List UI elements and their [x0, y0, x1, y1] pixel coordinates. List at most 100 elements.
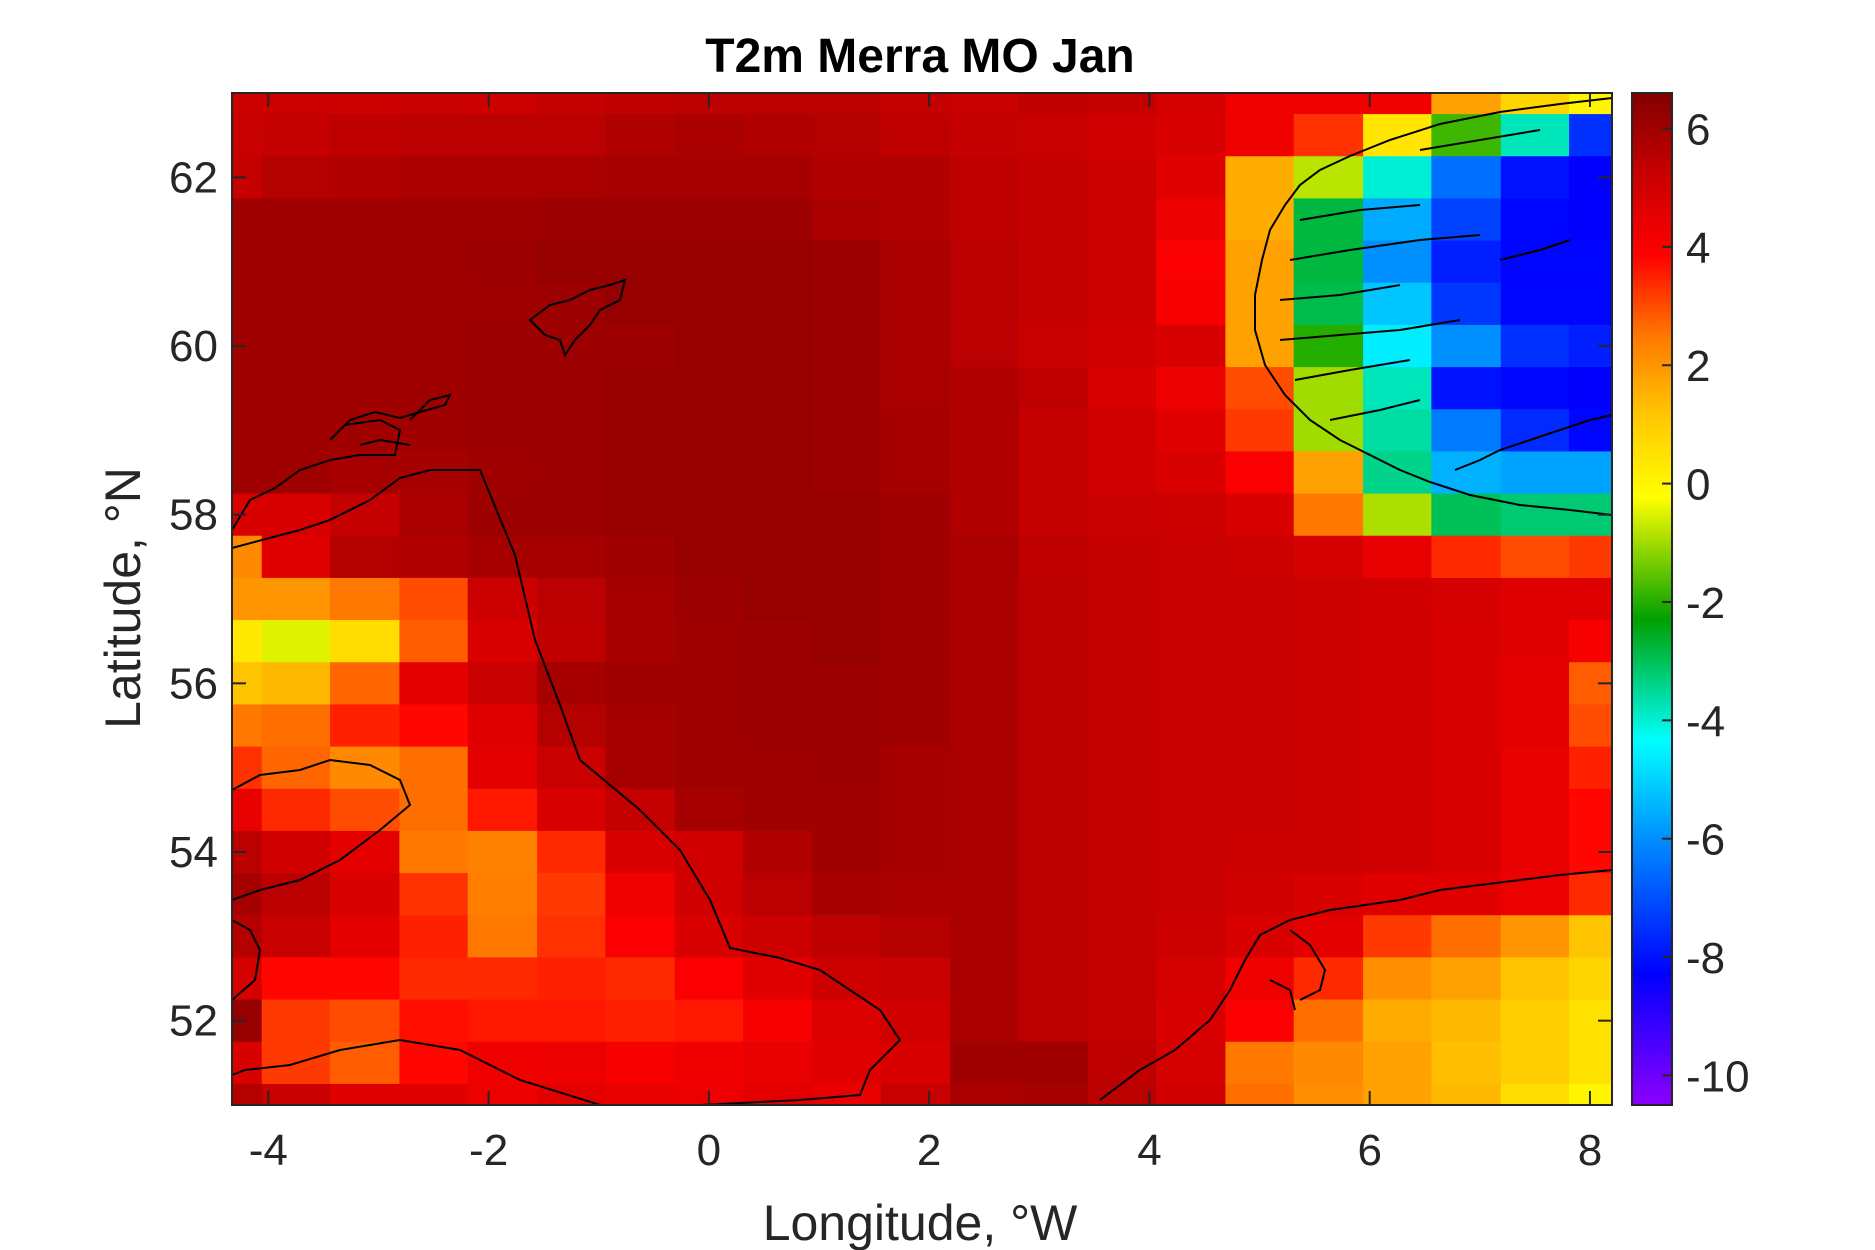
- heatmap-cell: [330, 788, 401, 832]
- heatmap-cell: [1500, 620, 1570, 663]
- heatmap-cell: [399, 493, 469, 537]
- heatmap-cell: [674, 957, 744, 1001]
- heatmap-cell: [330, 240, 401, 284]
- heatmap-cell: [1087, 1041, 1157, 1085]
- heatmap-cell: [1018, 746, 1089, 790]
- heatmap-cell: [467, 746, 538, 790]
- x-tick-label: 4: [1137, 1126, 1161, 1175]
- heatmap-cell: [399, 957, 469, 1001]
- heatmap-cell: [1500, 873, 1570, 916]
- heatmap-cell: [743, 873, 814, 916]
- heatmap-cell: [605, 324, 676, 368]
- y-tick-label: 62: [169, 153, 218, 202]
- heatmap-cell: [537, 198, 606, 242]
- y-axis-label: Latitude, °N: [95, 467, 151, 729]
- heatmap-cell: [1500, 830, 1570, 874]
- heatmap-cell: [537, 493, 606, 537]
- heatmap-cell: [399, 282, 469, 326]
- heatmap-cell: [674, 788, 744, 832]
- heatmap-cell: [232, 577, 263, 621]
- coastline-skagerrak: [1454, 414, 1613, 471]
- heatmap-cell: [1363, 746, 1432, 790]
- heatmap-cell: [1293, 493, 1364, 537]
- heatmap-cell: [743, 240, 814, 284]
- heatmap-cell: [467, 915, 538, 959]
- heatmap-cell: [605, 451, 676, 495]
- heatmap-cell: [1225, 198, 1295, 242]
- y-tick-label: 52: [169, 997, 218, 1046]
- heatmap-cell: [743, 788, 814, 832]
- x-tick-label: 8: [1578, 1126, 1602, 1175]
- heatmap-cell: [330, 114, 401, 157]
- heatmap-cell: [537, 999, 606, 1043]
- coastline-west: [231, 758, 412, 901]
- heatmap-cell: [537, 620, 606, 663]
- heatmap-cell: [467, 999, 538, 1043]
- heatmap-cell: [743, 493, 814, 537]
- heatmap-cell: [743, 915, 814, 959]
- heatmap-cell: [605, 535, 676, 579]
- y-tick-label: 58: [169, 491, 218, 540]
- heatmap-cell: [1500, 915, 1570, 959]
- heatmap-cell: [399, 830, 469, 874]
- heatmap-cell: [950, 830, 1019, 874]
- heatmap-cell: [1018, 577, 1089, 621]
- heatmap-cell: [1293, 93, 1364, 115]
- heatmap-cell: [399, 324, 469, 368]
- heatmap-cell: [1018, 240, 1089, 284]
- heatmap-cell: [1018, 93, 1089, 115]
- heatmap-cell: [1018, 1041, 1089, 1085]
- heatmap-cell: [399, 535, 469, 579]
- coastline-outline: [231, 97, 1613, 1106]
- heatmap-cell: [674, 620, 744, 663]
- heatmap-cell: [1087, 451, 1157, 495]
- heatmap-cell: [1087, 704, 1157, 748]
- heatmap-cell: [330, 704, 401, 748]
- heatmap-cell: [330, 957, 401, 1001]
- heatmap-cell: [467, 409, 538, 453]
- heatmap-cell: [605, 282, 676, 326]
- heatmap-cell: [1225, 282, 1295, 326]
- heatmap-cell: [1431, 915, 1502, 959]
- heatmap-cell: [950, 198, 1019, 242]
- heatmap-cell: [1500, 1083, 1570, 1106]
- heatmap-cell: [330, 915, 401, 959]
- heatmap-cell: [950, 93, 1019, 115]
- heatmap-cell: [1018, 493, 1089, 537]
- heatmap-cell: [1569, 873, 1613, 916]
- heatmap-cell: [330, 535, 401, 579]
- heatmap-cell: [1431, 704, 1502, 748]
- heatmap-cell: [812, 957, 882, 1001]
- heatmap-cell: [232, 93, 263, 115]
- heatmap-cell: [880, 620, 951, 663]
- heatmap-cell: [674, 451, 744, 495]
- heatmap-cell: [1225, 1083, 1295, 1106]
- heatmap-cell: [537, 662, 606, 706]
- heatmap-cell: [950, 577, 1019, 621]
- heatmap-cell: [1363, 156, 1432, 200]
- heatmap-cell: [1225, 409, 1295, 453]
- heatmap-cell: [261, 156, 331, 200]
- heatmap-cell: [812, 915, 882, 959]
- heatmap-cell: [743, 409, 814, 453]
- heatmap-cell: [261, 957, 331, 1001]
- heatmap-cell: [812, 240, 882, 284]
- heatmap-cell: [399, 662, 469, 706]
- heatmap-cell: [232, 535, 263, 579]
- heatmap-cell: [1293, 662, 1364, 706]
- heatmap-cell: [880, 93, 951, 115]
- heatmap-cell: [467, 198, 538, 242]
- heatmap-cell: [674, 493, 744, 537]
- heatmap-cell: [1431, 367, 1502, 410]
- heatmap-cell: [1500, 493, 1570, 537]
- heatmap-cell: [261, 535, 331, 579]
- heatmap-cell: [743, 662, 814, 706]
- heatmap-cell: [1293, 1041, 1364, 1085]
- heatmap-cell: [1087, 409, 1157, 453]
- heatmap-cell: [537, 156, 606, 200]
- heatmap-cell: [1363, 367, 1432, 410]
- heatmap-cell: [1500, 198, 1570, 242]
- heatmap-cell: [743, 324, 814, 368]
- heatmap-cell: [1500, 788, 1570, 832]
- heatmap-cell: [880, 367, 951, 410]
